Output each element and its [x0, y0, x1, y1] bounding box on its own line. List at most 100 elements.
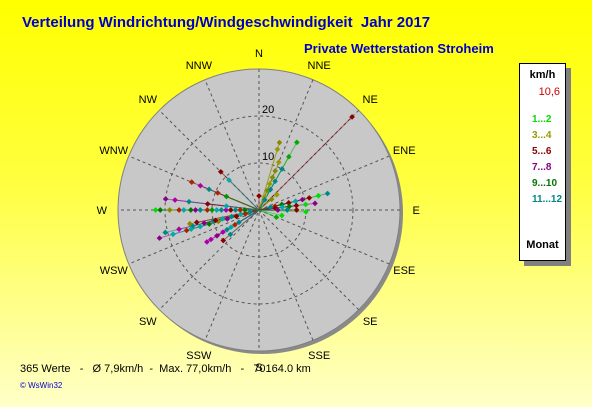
grid-spoke-8 [204, 79, 314, 341]
data-point [267, 204, 274, 211]
data-point [223, 203, 230, 209]
data-point [303, 209, 309, 215]
data-point [197, 182, 204, 189]
data-point [299, 196, 306, 203]
data-ray [238, 209, 260, 223]
data-point [212, 217, 219, 224]
data-point [269, 174, 276, 181]
data-point [204, 239, 210, 245]
legend-box: km/h 10,6 1...2 3...4 5...6 7...8 9...10… [519, 63, 566, 261]
data-point [223, 193, 230, 200]
data-point [232, 207, 239, 213]
data-point [306, 195, 313, 201]
data-point [214, 190, 221, 196]
data-point [247, 209, 253, 216]
data-point [217, 168, 224, 175]
radial-tick-labels: 10 20 [262, 104, 274, 163]
data-point [324, 190, 331, 197]
direction-label-w: W [97, 205, 108, 217]
direction-label-s: S [255, 362, 262, 374]
data-point [192, 207, 199, 213]
data-point [188, 207, 194, 213]
data-point [276, 139, 283, 146]
data-point [236, 219, 242, 226]
data-point [279, 166, 285, 172]
data-point [315, 192, 322, 199]
data-ray [258, 209, 277, 218]
data-point [201, 220, 207, 226]
direction-label-ssw: SSW [186, 350, 212, 362]
radial-tick-20: 20 [262, 104, 274, 116]
data-point [292, 198, 299, 205]
direction-label-n: N [255, 48, 263, 60]
direction-label-sse: SSE [308, 350, 330, 362]
data-point [152, 207, 159, 213]
data-point [187, 220, 193, 227]
direction-label-ese: ESE [393, 265, 415, 277]
data-point [186, 198, 192, 205]
data-point [227, 207, 234, 213]
legend-footer-label: Monat [526, 239, 559, 251]
data-point [220, 237, 227, 244]
direction-label-se: SE [363, 316, 378, 328]
data-point [233, 213, 240, 220]
data-point [268, 196, 275, 203]
data-ray [226, 205, 260, 211]
data-point [274, 191, 280, 198]
direction-label-e: E [413, 205, 420, 217]
direction-label-nw: NW [139, 94, 158, 106]
data-ray [228, 179, 260, 211]
data-point [293, 207, 300, 213]
data-point [279, 204, 286, 211]
data-point [242, 210, 249, 217]
legend-item-1: 1...2 [532, 114, 552, 125]
data-point [193, 219, 200, 226]
data-point [188, 226, 194, 232]
data-point [242, 207, 248, 213]
data-point [226, 177, 232, 183]
data-point [272, 168, 279, 174]
data-point [204, 201, 211, 207]
data-point [218, 207, 225, 213]
legend-item-3: 5...6 [532, 146, 552, 157]
station-subtitle: Private Wetterstation Stroheim [304, 41, 494, 56]
data-point [206, 186, 212, 193]
data-point [219, 215, 226, 222]
data-point [188, 179, 195, 185]
data-point [274, 146, 281, 153]
data-point [206, 221, 213, 227]
data-point [208, 236, 214, 243]
stats-footer: 365 Werte - Ø 7,9km/h - Max. 77,0km/h - … [20, 363, 311, 375]
data-point [261, 196, 268, 203]
data-point [293, 202, 300, 209]
direction-label-wsw: WSW [100, 265, 129, 277]
direction-label-wnw: WNW [99, 145, 128, 157]
wswin-logo: © WsWin32 [20, 381, 63, 390]
direction-labels: N NNE NE ENE E ESE SE SSE S SSW SW WSW W WNW NW NNW [97, 48, 420, 374]
data-point [279, 212, 285, 219]
data-point [266, 181, 273, 187]
data-point [197, 207, 204, 213]
data-point [162, 196, 169, 202]
data-ray [226, 196, 260, 211]
data-point [224, 216, 231, 222]
data-ray [258, 198, 272, 211]
data-point [183, 227, 190, 234]
data-point [284, 207, 291, 213]
data-point [209, 207, 215, 213]
direction-label-sw: SW [139, 316, 157, 328]
data-point [197, 223, 204, 230]
direction-label-ne: NE [363, 94, 378, 106]
grid-spoke-6 [128, 155, 390, 265]
data-point [170, 231, 176, 238]
direction-label-ene: ENE [393, 145, 416, 157]
data-point [176, 226, 182, 233]
data-point [166, 207, 173, 213]
data-point [274, 207, 281, 213]
legend-calm-value: 10,6 [538, 86, 560, 98]
data-point [286, 153, 292, 160]
data-point [232, 221, 238, 228]
direction-label-nnw: NNW [186, 60, 213, 72]
data-point [286, 203, 293, 210]
data-point [237, 207, 244, 213]
